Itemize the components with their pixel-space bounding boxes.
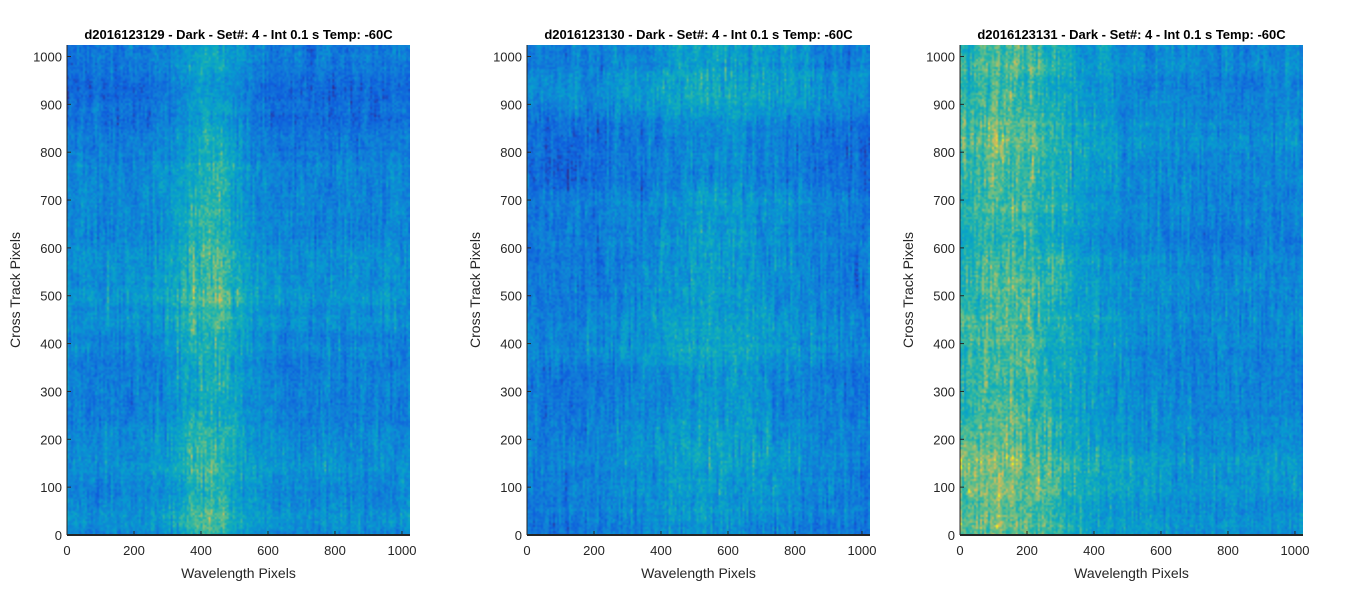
y-tick-label: 1000 — [493, 49, 522, 64]
y-tick-label: 900 — [933, 97, 955, 112]
y-tick-label: 200 — [933, 432, 955, 447]
y-tick-label: 200 — [500, 432, 522, 447]
x-tick-label: 200 — [1016, 543, 1038, 558]
x-tick-label: 800 — [324, 543, 346, 558]
y-tick-label: 900 — [500, 97, 522, 112]
y-axis-label: Cross Track Pixels — [7, 232, 23, 348]
panel-title: d2016123131 - Dark - Set#: 4 - Int 0.1 s… — [977, 27, 1286, 42]
y-tick-label: 300 — [40, 384, 62, 399]
y-tick-label: 1000 — [33, 49, 62, 64]
heatmap-image — [67, 45, 410, 535]
x-tick-label: 400 — [650, 543, 672, 558]
heatmap-image — [527, 45, 870, 535]
y-tick-label: 100 — [933, 480, 955, 495]
heatmap-image — [960, 45, 1303, 535]
x-tick-label: 400 — [1083, 543, 1105, 558]
y-tick-label: 600 — [40, 241, 62, 256]
y-tick-label: 500 — [40, 289, 62, 304]
x-tick-label: 1000 — [388, 543, 417, 558]
y-tick-label: 700 — [40, 193, 62, 208]
y-tick-label: 500 — [500, 289, 522, 304]
x-axis-label: Wavelength Pixels — [641, 565, 756, 581]
y-tick-label: 800 — [40, 145, 62, 160]
x-tick-label: 800 — [784, 543, 806, 558]
y-tick-label: 0 — [55, 528, 62, 543]
y-axis-label: Cross Track Pixels — [467, 232, 483, 348]
x-axis-label: Wavelength Pixels — [181, 565, 296, 581]
y-tick-label: 800 — [500, 145, 522, 160]
y-tick-label: 600 — [933, 241, 955, 256]
x-tick-label: 0 — [63, 543, 70, 558]
panel-2: 0 200 400 600 800 1000 0 100 200 300 400 500 600 700 8… — [467, 27, 876, 581]
x-tick-label: 200 — [583, 543, 605, 558]
y-tick-label: 400 — [40, 337, 62, 352]
y-tick-label: 400 — [933, 337, 955, 352]
x-tick-label: 800 — [1217, 543, 1239, 558]
x-tick-label: 600 — [717, 543, 739, 558]
y-tick-label: 100 — [40, 480, 62, 495]
y-tick-label: 600 — [500, 241, 522, 256]
y-tick-label: 300 — [933, 384, 955, 399]
x-tick-label: 1000 — [848, 543, 877, 558]
x-tick-label: 1000 — [1281, 543, 1310, 558]
y-tick-label: 900 — [40, 97, 62, 112]
y-tick-label: 700 — [933, 193, 955, 208]
x-tick-label: 400 — [190, 543, 212, 558]
y-tick-label: 800 — [933, 145, 955, 160]
panel-1: 0 200 400 600 800 1000 0 100 200 300 400 500 600 700 8… — [7, 27, 416, 581]
y-tick-label: 700 — [500, 193, 522, 208]
x-axis-label: Wavelength Pixels — [1074, 565, 1189, 581]
y-tick-label: 200 — [40, 432, 62, 447]
y-tick-label: 300 — [500, 384, 522, 399]
x-tick-label: 600 — [1150, 543, 1172, 558]
y-tick-label: 100 — [500, 480, 522, 495]
y-tick-label: 0 — [948, 528, 955, 543]
x-tick-label: 0 — [956, 543, 963, 558]
y-axis-label: Cross Track Pixels — [900, 232, 916, 348]
panel-title: d2016123130 - Dark - Set#: 4 - Int 0.1 s… — [544, 27, 853, 42]
y-tick-label: 1000 — [926, 49, 955, 64]
panel-title: d2016123129 - Dark - Set#: 4 - Int 0.1 s… — [84, 27, 393, 42]
x-tick-label: 600 — [257, 543, 279, 558]
y-tick-label: 400 — [500, 337, 522, 352]
panel-3: 0 200 400 600 800 1000 0 100 200 300 400 500 600 700 8… — [900, 27, 1309, 581]
x-tick-label: 200 — [123, 543, 145, 558]
y-tick-label: 500 — [933, 289, 955, 304]
y-tick-label: 0 — [515, 528, 522, 543]
x-tick-label: 0 — [523, 543, 530, 558]
